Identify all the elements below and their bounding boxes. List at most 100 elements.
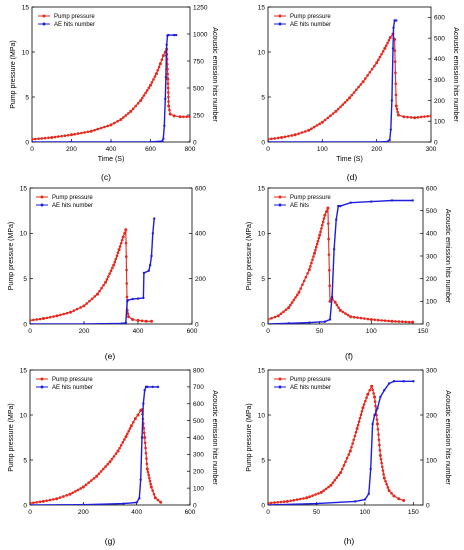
data-marker (332, 112, 335, 115)
data-point (83, 323, 85, 325)
data-marker (322, 221, 325, 224)
data-marker (313, 126, 316, 129)
data-marker (123, 438, 126, 441)
data-point (349, 315, 352, 318)
data-marker (308, 495, 311, 498)
legend-entry: AE hits number (290, 22, 331, 28)
x-tick-label: 50 (316, 328, 324, 335)
y-left-tick-label: 5 (23, 276, 27, 283)
data-point (157, 386, 159, 388)
data-marker (119, 245, 122, 248)
y-right-tick-label: 300 (426, 367, 437, 374)
data-marker (318, 123, 321, 126)
data-marker (367, 318, 370, 321)
y-left-tick-label: 10 (258, 49, 266, 56)
data-point (397, 497, 400, 500)
data-marker (74, 490, 77, 493)
y-left-axis-title: Pump pressure (MPa) (8, 403, 15, 471)
data-marker (426, 115, 429, 118)
legend-swatch-marker (43, 23, 46, 26)
data-point (393, 380, 395, 382)
data-marker (423, 115, 426, 118)
data-marker (365, 396, 368, 399)
data-marker (83, 131, 86, 134)
y-left-tick-label: 15 (22, 4, 30, 11)
data-point (402, 380, 404, 382)
data-marker (335, 476, 338, 479)
y-left-tick-label: 15 (258, 185, 266, 192)
data-point (161, 140, 163, 142)
series-ae-hits (29, 217, 156, 325)
legend-entry: Pump pressure (52, 195, 93, 201)
x-tick-label: 400 (106, 146, 117, 153)
data-marker (363, 317, 366, 320)
data-marker (395, 94, 398, 97)
legend-swatch-marker (41, 204, 44, 207)
data-point (95, 475, 98, 478)
legend-entry: AE hits number (52, 203, 93, 209)
x-tick-label: 0 (266, 509, 270, 516)
data-marker (376, 418, 379, 421)
data-point (373, 396, 376, 399)
data-point (321, 141, 323, 143)
data-point (334, 301, 337, 304)
y-left-tick-label: 15 (20, 185, 28, 192)
y-left-tick-label: 10 (20, 231, 28, 238)
data-point (149, 141, 151, 143)
data-marker (85, 484, 88, 487)
data-marker (73, 309, 76, 312)
data-marker (382, 469, 385, 472)
data-marker (377, 319, 380, 322)
data-point (392, 27, 394, 29)
y-left-tick-label: 0 (261, 139, 265, 146)
data-point (308, 321, 310, 323)
data-marker (388, 39, 391, 42)
y-right-tick-label: 300 (434, 77, 445, 84)
data-point (395, 105, 398, 108)
y-right-tick-label: 500 (193, 418, 204, 425)
data-marker (280, 501, 283, 504)
data-marker (147, 474, 150, 477)
data-point (391, 99, 393, 101)
data-point (150, 255, 152, 257)
data-marker (342, 311, 345, 314)
data-point (307, 129, 310, 132)
y-left-tick-label: 10 (22, 49, 30, 56)
y-right-tick-label: 0 (193, 502, 197, 509)
data-point (390, 128, 392, 130)
data-point (267, 141, 269, 143)
data-marker (149, 480, 152, 483)
data-marker (152, 78, 155, 81)
data-marker (382, 50, 385, 53)
data-marker (129, 427, 132, 430)
data-marker (327, 238, 330, 241)
y-right-tick-label: 100 (426, 457, 437, 464)
data-marker (285, 308, 288, 311)
data-point (354, 500, 356, 502)
data-point (373, 414, 375, 416)
data-point (389, 139, 391, 141)
data-marker (146, 462, 149, 465)
data-marker (108, 272, 111, 275)
data-marker (358, 420, 361, 423)
legend-entry: Pump pressure (54, 14, 95, 20)
y-right-axis-title: Acoustic emission hits number (211, 27, 218, 122)
data-marker (366, 74, 369, 77)
legend-swatch-marker (279, 204, 282, 207)
data-marker (301, 131, 304, 134)
data-point (29, 319, 32, 322)
data-point (334, 110, 337, 113)
data-point (376, 407, 378, 409)
data-marker (344, 461, 347, 464)
data-marker (46, 317, 49, 320)
y-right-tick-label: 600 (434, 15, 445, 22)
data-marker (79, 306, 82, 309)
data-marker (125, 114, 128, 117)
data-point (318, 234, 321, 237)
data-marker (100, 470, 103, 473)
data-marker (401, 320, 404, 323)
data-marker (158, 66, 161, 69)
data-marker (143, 94, 146, 97)
data-marker (132, 421, 135, 424)
data-point (370, 318, 373, 321)
